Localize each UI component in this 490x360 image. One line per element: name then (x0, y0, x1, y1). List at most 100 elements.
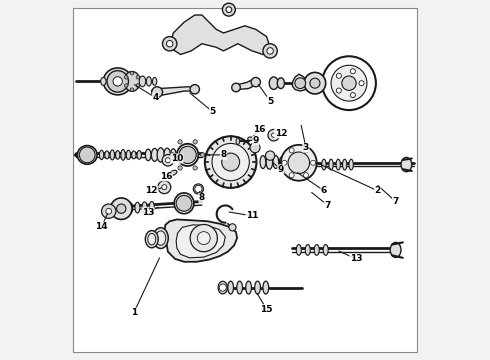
Circle shape (124, 84, 128, 87)
Circle shape (288, 152, 310, 174)
Circle shape (193, 140, 197, 144)
Ellipse shape (245, 281, 251, 294)
Circle shape (167, 41, 173, 47)
Ellipse shape (260, 156, 266, 168)
Text: 10: 10 (171, 154, 183, 163)
Ellipse shape (247, 137, 253, 140)
Circle shape (267, 48, 273, 54)
Ellipse shape (151, 148, 158, 161)
Ellipse shape (390, 242, 401, 257)
Ellipse shape (279, 157, 285, 167)
Ellipse shape (236, 138, 240, 144)
Text: 13: 13 (142, 208, 154, 217)
Text: 13: 13 (350, 255, 363, 264)
Circle shape (281, 145, 317, 181)
Circle shape (111, 198, 132, 220)
Ellipse shape (263, 281, 269, 294)
Text: 4: 4 (152, 93, 159, 102)
Text: 9: 9 (252, 136, 259, 145)
Circle shape (219, 284, 226, 291)
Text: 5: 5 (210, 107, 216, 116)
Circle shape (350, 69, 355, 74)
Polygon shape (152, 87, 195, 96)
Ellipse shape (149, 202, 154, 212)
Text: 8: 8 (199, 193, 205, 202)
Ellipse shape (329, 159, 333, 170)
Text: 3: 3 (303, 143, 309, 152)
Ellipse shape (137, 150, 141, 159)
Ellipse shape (128, 203, 133, 213)
Circle shape (130, 88, 134, 91)
Circle shape (178, 166, 182, 170)
Ellipse shape (170, 170, 177, 175)
Ellipse shape (237, 281, 243, 294)
Ellipse shape (296, 244, 301, 255)
Circle shape (117, 204, 126, 213)
Circle shape (336, 88, 342, 93)
Circle shape (251, 77, 260, 87)
Circle shape (106, 208, 112, 214)
Circle shape (250, 143, 260, 153)
Ellipse shape (177, 144, 198, 166)
Text: 9: 9 (278, 165, 284, 174)
Text: 16: 16 (253, 125, 266, 134)
Circle shape (289, 148, 294, 153)
Circle shape (289, 173, 294, 178)
Ellipse shape (228, 281, 234, 294)
Ellipse shape (164, 148, 171, 162)
Circle shape (136, 84, 140, 87)
Ellipse shape (100, 77, 106, 85)
Polygon shape (170, 15, 270, 54)
Circle shape (136, 76, 140, 79)
Text: 15: 15 (260, 305, 273, 314)
Ellipse shape (132, 151, 136, 159)
Circle shape (166, 158, 171, 163)
Ellipse shape (343, 159, 347, 170)
Ellipse shape (266, 155, 272, 169)
Ellipse shape (218, 281, 227, 294)
Text: 12: 12 (274, 129, 287, 138)
Circle shape (171, 153, 175, 157)
Circle shape (350, 93, 355, 98)
Circle shape (179, 146, 196, 163)
Circle shape (195, 185, 202, 193)
Ellipse shape (171, 149, 176, 161)
Circle shape (190, 225, 218, 252)
Ellipse shape (269, 77, 278, 89)
Circle shape (263, 44, 277, 58)
Circle shape (221, 153, 240, 171)
Circle shape (162, 185, 167, 190)
Text: 7: 7 (324, 201, 331, 210)
Ellipse shape (135, 202, 140, 213)
Circle shape (226, 7, 232, 13)
Ellipse shape (110, 150, 115, 160)
Text: 16: 16 (160, 172, 172, 181)
Text: 12: 12 (146, 186, 158, 195)
Ellipse shape (305, 244, 310, 255)
Ellipse shape (139, 76, 146, 87)
Circle shape (124, 76, 128, 79)
Text: 7: 7 (392, 197, 399, 206)
Text: 11: 11 (246, 211, 258, 220)
Circle shape (162, 154, 173, 166)
Ellipse shape (153, 228, 168, 248)
Ellipse shape (99, 150, 104, 159)
Circle shape (101, 204, 116, 219)
Ellipse shape (148, 233, 156, 245)
Text: 5: 5 (267, 96, 273, 105)
Ellipse shape (146, 149, 151, 161)
Circle shape (176, 195, 192, 211)
Ellipse shape (194, 184, 203, 194)
Ellipse shape (142, 202, 147, 213)
Circle shape (311, 160, 316, 165)
Ellipse shape (126, 150, 131, 159)
Circle shape (200, 153, 205, 157)
Ellipse shape (116, 150, 120, 159)
Ellipse shape (121, 149, 125, 160)
Polygon shape (293, 74, 308, 91)
Circle shape (304, 72, 326, 94)
Circle shape (295, 78, 306, 89)
Circle shape (193, 166, 197, 170)
Circle shape (359, 81, 364, 86)
Circle shape (212, 143, 249, 181)
